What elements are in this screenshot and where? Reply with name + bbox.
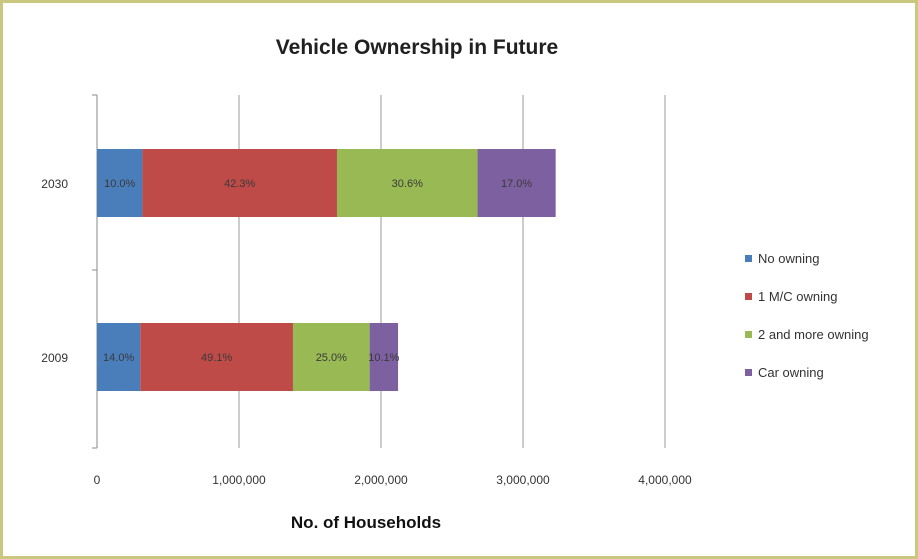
category-label: 2009 <box>41 351 68 365</box>
x-tick-label: 2,000,000 <box>354 473 408 487</box>
bar-segment <box>336 149 478 217</box>
bar-segment <box>97 323 141 391</box>
legend-label: 1 M/C owning <box>758 289 837 304</box>
legend-label: 2 and more owning <box>758 327 869 342</box>
legend-swatch <box>745 369 752 376</box>
bar-segment <box>292 323 370 391</box>
bar-data-label: 14.0% <box>103 352 134 364</box>
bar-segment <box>477 149 556 217</box>
legend-swatch <box>745 293 752 300</box>
legend-swatch <box>745 255 752 262</box>
legend-label: Car owning <box>758 365 824 380</box>
bar-data-label: 42.3% <box>224 178 255 190</box>
bar-data-label: 49.1% <box>201 352 232 364</box>
bar-segment <box>369 323 399 391</box>
bar-data-label: 10.0% <box>104 178 135 190</box>
x-tick-label: 3,000,000 <box>496 473 550 487</box>
x-tick-label: 0 <box>94 473 101 487</box>
legend-label: No owning <box>758 251 819 266</box>
bar-segment <box>142 149 337 217</box>
bar-data-label: 10.1% <box>368 352 399 364</box>
bar-segment <box>97 149 143 217</box>
bar-data-label: 17.0% <box>501 178 532 190</box>
category-label: 2030 <box>41 177 68 191</box>
x-axis-title: No. of Households <box>291 513 441 532</box>
x-tick-label: 1,000,000 <box>212 473 266 487</box>
legend-swatch <box>745 331 752 338</box>
bar-data-label: 25.0% <box>316 352 347 364</box>
chart-title: Vehicle Ownership in Future <box>275 36 559 59</box>
x-tick-label: 4,000,000 <box>638 473 692 487</box>
bar-data-label: 30.6% <box>392 178 423 190</box>
bar-segment <box>140 323 293 391</box>
